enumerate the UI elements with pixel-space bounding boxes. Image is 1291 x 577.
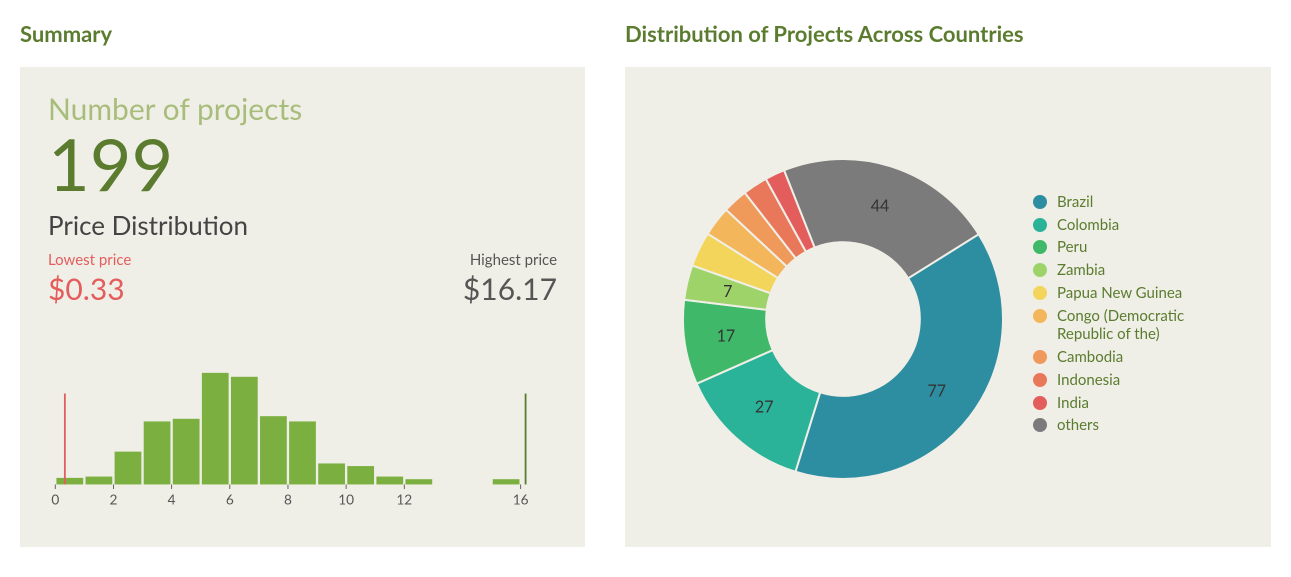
svg-text:10: 10 xyxy=(338,491,354,507)
num-projects-value: 199 xyxy=(48,127,557,203)
highest-price-value: $16.17 xyxy=(463,271,557,307)
legend-dot xyxy=(1033,350,1047,364)
legend-item: Peru xyxy=(1033,238,1239,257)
distribution-card: 77 27 17 7 44 Brazil Colombia Peru Zambia Papua … xyxy=(625,67,1271,547)
svg-text:2: 2 xyxy=(109,491,117,507)
legend-dot xyxy=(1033,309,1047,323)
legend-item: others xyxy=(1033,416,1239,435)
price-distribution-title: Price Distribution xyxy=(48,209,557,241)
legend-label: Colombia xyxy=(1057,216,1239,235)
legend-label: India xyxy=(1057,394,1239,413)
legend-item: Congo (Democratic Republic of the) xyxy=(1033,307,1239,345)
summary-panel: Summary Number of projects 199 Price Dis… xyxy=(20,20,585,547)
svg-text:4: 4 xyxy=(168,491,176,507)
legend-item: Indonesia xyxy=(1033,371,1239,390)
legend-label: Peru xyxy=(1057,238,1239,257)
legend-label: Congo (Democratic Republic of the) xyxy=(1057,307,1239,345)
summary-card: Number of projects 199 Price Distributio… xyxy=(20,67,585,547)
legend-label: Zambia xyxy=(1057,261,1239,280)
distribution-title: Distribution of Projects Across Countrie… xyxy=(625,20,1271,47)
legend-dot xyxy=(1033,263,1047,277)
svg-text:0: 0 xyxy=(51,491,59,507)
svg-text:6: 6 xyxy=(226,491,234,507)
legend-dot xyxy=(1033,195,1047,209)
legend-dot xyxy=(1033,218,1047,232)
svg-text:17: 17 xyxy=(717,326,736,345)
legend-dot xyxy=(1033,396,1047,410)
highest-price-block: Highest price $16.17 xyxy=(463,251,557,307)
legend-label: Indonesia xyxy=(1057,371,1239,390)
legend-item: Cambodia xyxy=(1033,348,1239,367)
legend-item: India xyxy=(1033,394,1239,413)
legend-item: Zambia xyxy=(1033,261,1239,280)
legend-item: Papua New Guinea xyxy=(1033,284,1239,303)
svg-text:12: 12 xyxy=(396,491,412,507)
svg-text:44: 44 xyxy=(871,197,890,216)
legend-dot xyxy=(1033,418,1047,432)
svg-text:7: 7 xyxy=(723,282,732,301)
legend-item: Brazil xyxy=(1033,193,1239,212)
donut-chart: 77 27 17 7 44 xyxy=(653,91,1033,537)
legend-item: Colombia xyxy=(1033,216,1239,235)
legend-dot xyxy=(1033,240,1047,254)
lowest-price-value: $0.33 xyxy=(48,271,131,307)
histogram-chart: 0 2 4 6 8 10 12 16 xyxy=(48,349,557,529)
highest-price-label: Highest price xyxy=(463,251,557,269)
lowest-price-block: Lowest price $0.33 xyxy=(48,251,131,307)
legend-label: Papua New Guinea xyxy=(1057,284,1239,303)
distribution-panel: Distribution of Projects Across Countrie… xyxy=(625,20,1271,547)
legend-dot xyxy=(1033,373,1047,387)
legend-dot xyxy=(1033,286,1047,300)
legend-label: Brazil xyxy=(1057,193,1239,212)
lowest-price-label: Lowest price xyxy=(48,251,131,269)
summary-title: Summary xyxy=(20,20,585,47)
donut-legend: Brazil Colombia Peru Zambia Papua New Guinea… xyxy=(1033,189,1243,439)
legend-label: Cambodia xyxy=(1057,348,1239,367)
legend-label: others xyxy=(1057,416,1239,435)
svg-text:27: 27 xyxy=(755,397,774,416)
svg-text:8: 8 xyxy=(284,491,292,507)
svg-text:77: 77 xyxy=(927,381,946,400)
svg-text:16: 16 xyxy=(513,491,529,507)
